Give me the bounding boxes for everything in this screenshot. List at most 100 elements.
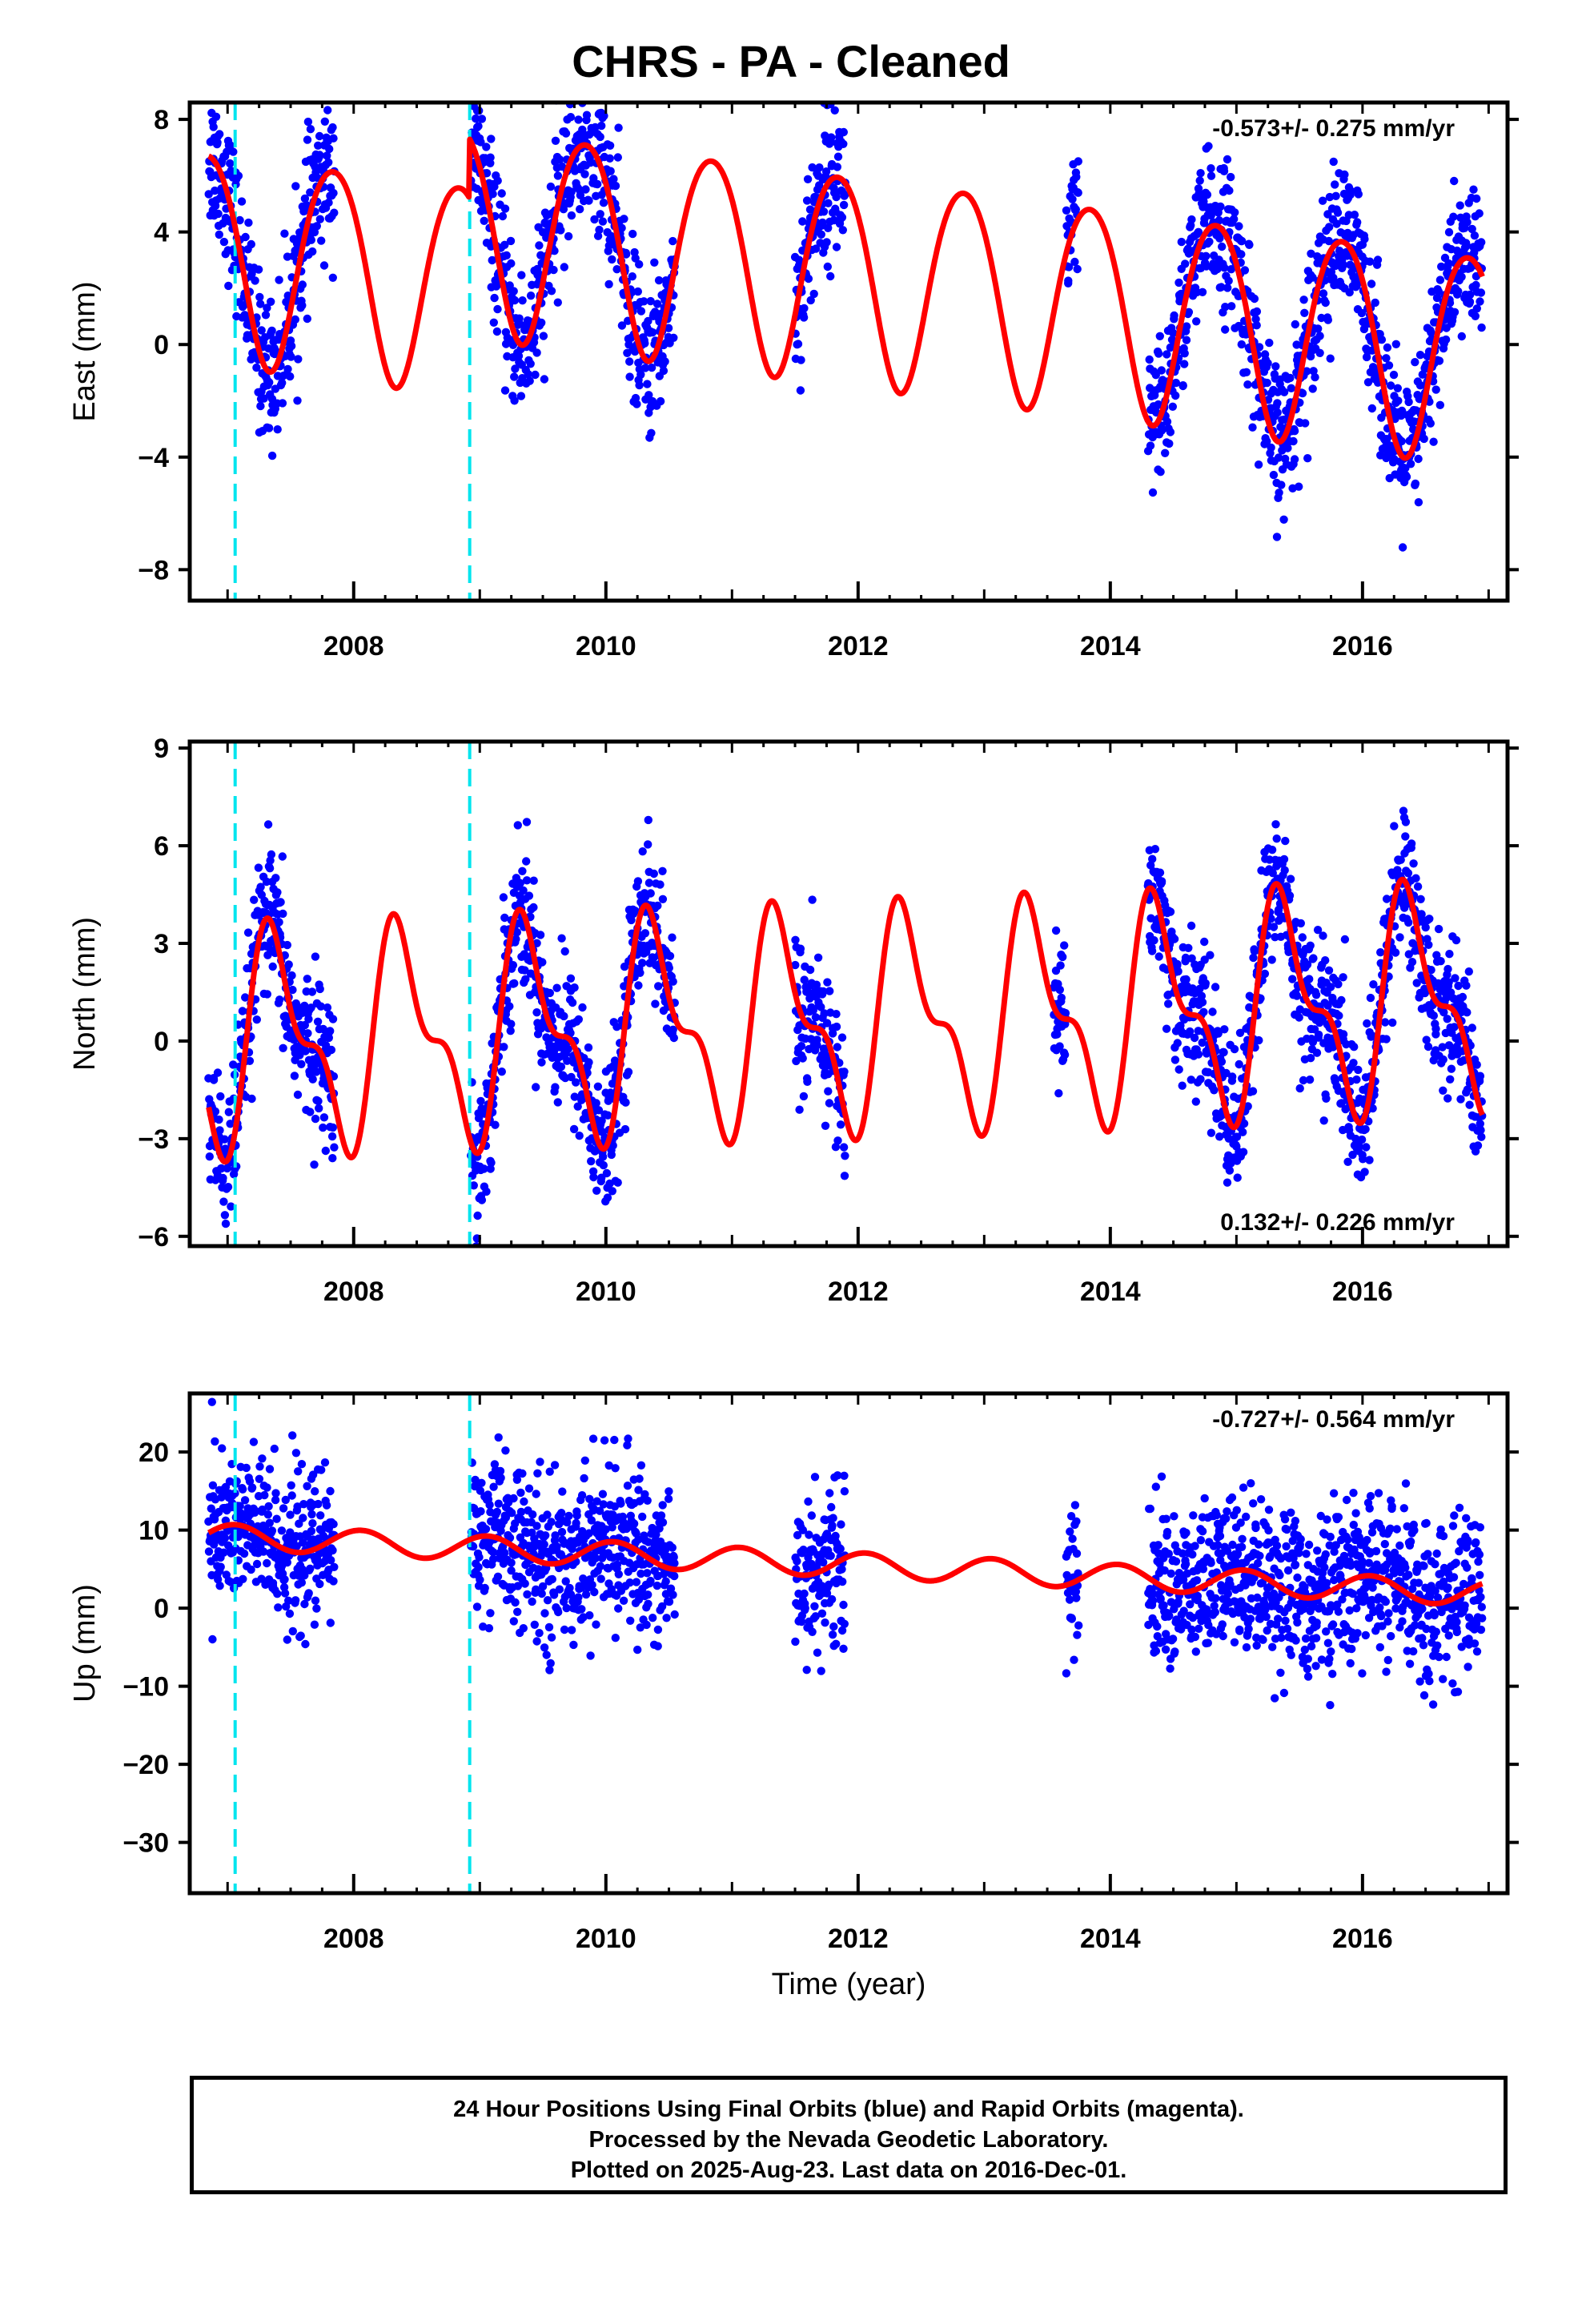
up-data-point [476,1575,484,1585]
up-data-point [623,1482,632,1490]
up-data-point [310,1620,319,1629]
east-y-tick-label: −8 [138,555,169,585]
east-data-point [1397,436,1406,446]
north-data-point [326,1027,335,1035]
up-data-point [614,1604,623,1613]
east-data-point [1333,208,1343,217]
up-data-point [826,1551,835,1561]
north-data-point [1285,891,1295,900]
east-data-point [1237,340,1247,349]
up-data-point [300,1599,309,1609]
east-data-point [1265,338,1274,348]
up-data-point [585,1610,594,1620]
east-y-axis-label: East (mm) [68,281,102,421]
up-data-point [216,1562,225,1571]
up-data-point [311,1596,320,1605]
east-data-point [487,135,496,143]
up-data-point [219,1548,228,1557]
north-data-point [211,1107,220,1116]
east-data-point [827,133,836,142]
north-data-point [1267,915,1275,923]
up-data-point [810,1602,819,1611]
east-data-point [1309,367,1318,376]
up-data-point [255,1474,264,1484]
east-data-point [320,117,329,126]
north-data-point [1404,918,1413,927]
north-data-point [1055,1042,1064,1051]
up-data-point [530,1534,539,1543]
east-data-point [1331,180,1339,189]
east-data-point [803,175,813,183]
north-data-point [1424,940,1433,950]
up-data-point [271,1489,280,1498]
up-data-point [561,1577,570,1586]
east-data-point [1218,242,1227,251]
up-data-point [1154,1541,1162,1550]
east-data-point [614,123,623,132]
north-data-point [529,903,538,912]
east-data-point [254,265,263,274]
up-data-point [1189,1511,1198,1520]
east-data-point [608,255,616,264]
east-data-point [263,304,271,312]
up-data-point [580,1456,589,1466]
east-data-point [1223,155,1232,164]
north-data-point [1357,1135,1367,1144]
up-data-point [476,1507,485,1516]
up-data-point [813,1648,822,1657]
north-data-point [1215,1132,1224,1141]
north-data-point [267,850,276,859]
up-data-point [600,1436,609,1445]
north-data-point [254,863,263,872]
east-data-point [314,141,323,150]
north-data-point [1271,820,1280,829]
north-data-point [594,1106,604,1115]
east-data-point [1472,280,1480,290]
up-data-point [500,1548,509,1558]
north-data-point [321,1146,330,1156]
up-data-point [558,1487,567,1496]
north-data-point [1239,1119,1249,1128]
north-data-point [315,984,324,994]
east-data-point [257,326,266,335]
east-data-point [539,332,548,340]
north-data-point [537,1058,546,1067]
up-data-point [653,1642,662,1651]
north-data-point [1319,931,1327,940]
up-data-point [1072,1594,1081,1602]
east-data-point [556,226,565,235]
east-data-point [291,182,300,191]
east-data-point [1221,325,1230,334]
east-data-point [1444,227,1454,237]
east-data-point [1315,332,1324,340]
east-data-point [1454,287,1463,296]
east-data-point [1271,362,1280,371]
east-data-point [1432,293,1442,303]
north-data-point [1382,895,1391,903]
east-data-point [802,196,812,205]
north-data-point [1198,1038,1207,1047]
north-x-tick-label: 2010 [576,1277,636,1307]
north-data-point [1382,1035,1391,1043]
east-x-tick-label: 2010 [576,631,636,661]
north-data-point [319,1123,327,1132]
north-data-point [1334,979,1343,989]
east-data-point [830,106,839,115]
east-data-point [593,179,602,189]
north-data-point [665,963,673,972]
east-data-point [841,191,849,199]
east-data-point [581,185,590,194]
east-x-tick-label: 2014 [1080,631,1141,661]
up-data-point [291,1596,300,1605]
east-data-point [605,141,615,150]
east-y-tick-label: 8 [154,105,169,135]
north-data-point [606,1088,615,1097]
east-data-point [204,190,213,199]
east-data-point [315,131,324,141]
north-data-point [1434,924,1443,934]
up-data-point [524,1484,534,1493]
up-data-point [802,1666,811,1675]
north-data-point [839,1143,849,1152]
up-data-point [296,1631,305,1640]
east-data-point [1332,219,1341,228]
